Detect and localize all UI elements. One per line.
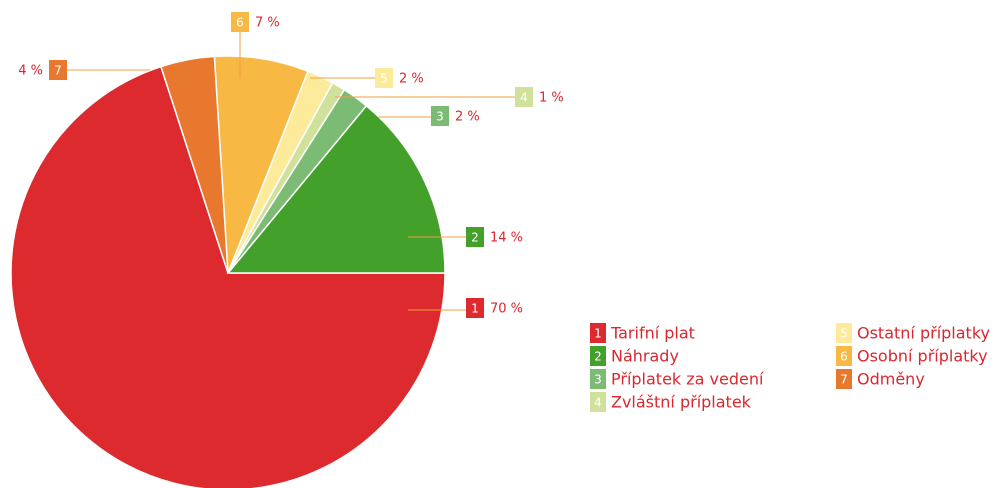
legend-item: 2 Náhrady	[590, 346, 679, 366]
legend-key: 4	[594, 396, 602, 410]
legend-swatch	[590, 392, 606, 412]
legend-key: 1	[594, 327, 602, 341]
callout-value: 4 %	[18, 64, 43, 79]
legend-label: Náhrady	[611, 347, 679, 366]
callout-key: 6	[236, 16, 244, 30]
callout-badge	[231, 12, 249, 32]
legend-key: 3	[594, 373, 602, 387]
legend-label: Odměny	[857, 370, 925, 389]
legend-label: Zvláštní příplatek	[611, 393, 752, 412]
callout-badge	[515, 87, 533, 107]
legend-item: 6 Osobní příplatky	[836, 346, 988, 366]
legend-label: Tarifní plat	[610, 324, 695, 343]
legend-label: Osobní příplatky	[857, 347, 988, 366]
callout-value: 2 %	[455, 110, 480, 125]
callout-badge	[466, 298, 484, 318]
pie-slice	[226, 104, 446, 274]
legend-swatch	[590, 323, 606, 343]
legend-item: 4 Zvláštní příplatek	[590, 392, 752, 412]
callout-key: 5	[380, 72, 388, 86]
callout-key: 7	[54, 64, 62, 78]
legend-swatch	[590, 346, 606, 366]
legend-item: 5 Ostatní příplatky	[836, 323, 990, 343]
callout-key: 2	[471, 231, 479, 245]
legend-label: Příplatek za vedení	[611, 370, 764, 389]
legend-swatch	[590, 369, 606, 389]
callout-value: 70 %	[490, 302, 523, 317]
legend-item: 7 Odměny	[836, 369, 925, 389]
callout-key: 1	[471, 302, 479, 316]
callout-badge	[375, 68, 393, 88]
callout-value: 14 %	[490, 231, 523, 246]
callout-badge	[431, 106, 449, 126]
legend-label: Ostatní příplatky	[857, 324, 990, 343]
legend-swatch	[836, 323, 852, 343]
legend-item: 1 Tarifní plat	[590, 323, 695, 343]
legend-key: 6	[840, 350, 848, 364]
legend-key: 5	[840, 327, 848, 341]
legend-swatch	[836, 346, 852, 366]
pie-slice	[10, 65, 446, 488]
callout-value: 1 %	[539, 91, 564, 106]
callout-key: 3	[436, 110, 444, 124]
callout-badge	[49, 60, 67, 80]
pie-slice	[159, 55, 229, 274]
legend-item: 3 Příplatek za vedení	[590, 369, 764, 389]
legend-key: 7	[840, 373, 848, 387]
callout-key: 4	[520, 91, 528, 105]
callout-badge	[466, 227, 484, 247]
callout-value: 7 %	[255, 16, 280, 31]
legend-key: 2	[594, 350, 602, 364]
legend-swatch	[836, 369, 852, 389]
callout-value: 2 %	[399, 72, 424, 87]
